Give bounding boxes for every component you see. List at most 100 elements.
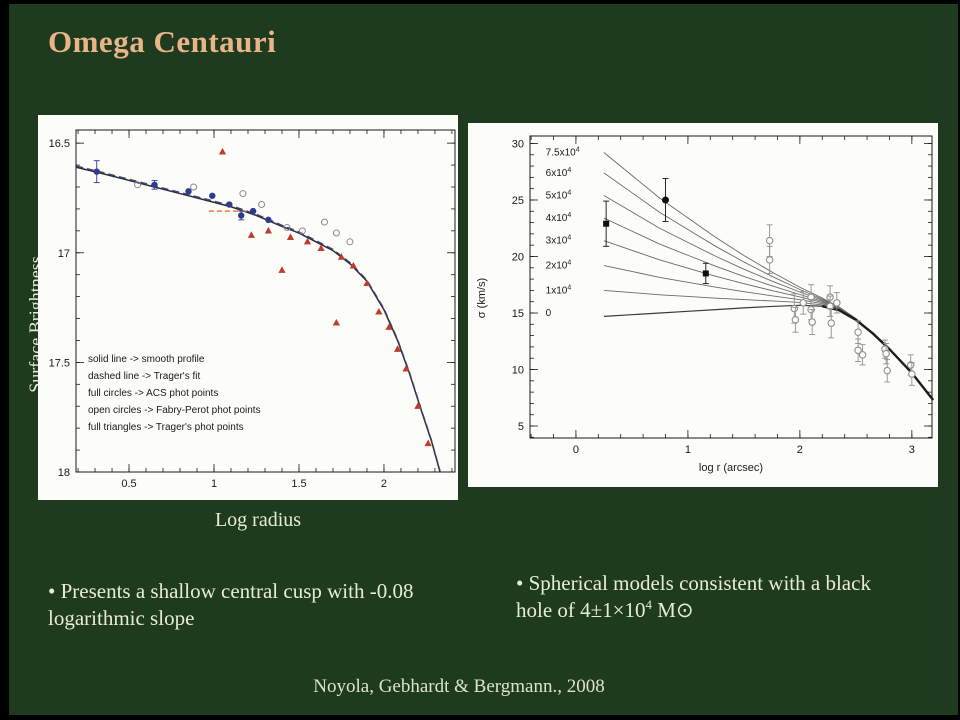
fabry-perot-point [346, 238, 354, 246]
y-tick-label: 5 [518, 421, 524, 433]
legend-line: full circles -> ACS phot points [88, 388, 218, 399]
open-data-point [765, 236, 774, 245]
slide: Omega Centauri Surface Brightness 0.5 1 1.… [9, 4, 958, 715]
model-curves: 7.5x104 6x104 5x104 4x104 3x104 2x104 1x104 0 [546, 147, 934, 401]
filled-circle-point [661, 196, 669, 204]
velocity-dispersion-chart: 0 1 2 3 5 10 15 20 25 30 7.5x104 6x104 5x104 4x104 3x1… [476, 135, 935, 474]
open-data-point [908, 370, 916, 378]
trager-point [218, 147, 227, 155]
acs-point [93, 168, 100, 175]
trager-point [278, 266, 286, 273]
y-tick-label: 30 [512, 138, 524, 150]
trager-point [349, 261, 357, 269]
trager-points [218, 147, 432, 447]
open-data-point [906, 361, 915, 369]
x-tick-label: 1.5 [291, 478, 306, 490]
trager-point [424, 439, 432, 447]
model-curve [603, 217, 934, 401]
bullet-black-hole-unit: M⊙ [652, 598, 694, 623]
trager-point [375, 307, 383, 315]
open-data-point [799, 299, 807, 307]
open-data-point [858, 351, 867, 359]
x-tick-label: 0 [573, 444, 579, 456]
trager-point [264, 226, 272, 234]
legend-line: open circles -> Fabry-Perot phot points [88, 405, 261, 416]
y-tick-label: 16.5 [49, 138, 70, 150]
axes-frame [529, 135, 933, 439]
y-tick-label: 15 [512, 308, 524, 320]
x-tick-label: 1 [211, 478, 217, 490]
trager-point [317, 244, 325, 251]
trager-point [337, 253, 346, 260]
open-data-point [883, 366, 891, 375]
bullet-central-cusp: • Presents a shallow central cusp with -… [48, 579, 414, 631]
open-data-points [765, 224, 916, 386]
model-curve-label: 0 [546, 308, 552, 319]
model-curve-label: 3x104 [546, 235, 572, 247]
y-tick-label: 10 [512, 365, 524, 377]
model-curve [603, 240, 934, 401]
open-data-point [833, 299, 841, 307]
open-data-point [826, 302, 834, 310]
axes-frame [75, 129, 456, 473]
model-curve-label: 7.5x104 [546, 147, 580, 159]
x-tick-label: 2 [797, 444, 803, 456]
fabry-perot-point [190, 183, 198, 191]
trager-point [393, 345, 402, 352]
tragers-fit-dashed-line [76, 165, 441, 471]
filled-data-points [603, 178, 709, 285]
x-tick-label: 2 [381, 478, 387, 490]
x-tick-label: 0.5 [121, 478, 136, 490]
trager-point [286, 233, 295, 241]
acs-point [209, 192, 216, 199]
x-tick-label: 3 [909, 444, 915, 456]
open-data-point [808, 318, 816, 326]
axes: 0.5 1 1.5 2 16.5 17 17.5 18 [49, 129, 456, 490]
model-curve-label: 5x104 [546, 189, 572, 201]
bullet-black-hole: • Spherical models consistent with a bla… [516, 570, 908, 625]
citation: Noyola, Gebhardt & Bergmann., 2008 [313, 676, 605, 697]
trager-point [363, 279, 371, 287]
open-data-point [854, 346, 862, 355]
open-data-point [854, 328, 862, 336]
model-curve [603, 172, 934, 401]
acs-point [226, 201, 233, 208]
surface-brightness-figure: 0.5 1 1.5 2 16.5 17 17.5 18 solid line -> smooth… [38, 115, 458, 500]
legend-line: full triangles -> Trager's phot points [88, 422, 244, 433]
surface-brightness-chart: 0.5 1 1.5 2 16.5 17 17.5 18 solid line -> smooth… [49, 129, 456, 490]
axes: 0 1 2 3 5 10 15 20 25 30 [512, 135, 933, 456]
y-tick-label: 18 [58, 467, 70, 479]
acs-point [237, 212, 245, 219]
trager-point [385, 323, 393, 330]
model-curve-label: 4x104 [546, 212, 572, 224]
legend-line: solid line -> smooth profile [88, 354, 205, 365]
model-curve [603, 265, 934, 401]
fabry-perot-point [283, 224, 291, 232]
merged-curve [821, 305, 935, 401]
open-data-point [790, 304, 799, 313]
trager-point [303, 237, 312, 245]
fabry-perot-point [134, 181, 142, 189]
legend-line: dashed line -> Trager's fit [88, 371, 200, 382]
fabry-perot-point [258, 201, 266, 209]
fabry-perot-points [134, 181, 354, 246]
y-tick-label: 17 [58, 248, 70, 260]
y-tick-label: 20 [512, 251, 524, 263]
x-axis-label: log r (arcsec) [699, 462, 763, 474]
open-data-point [882, 349, 890, 358]
acs-points [93, 160, 272, 224]
model-curve-label: 6x104 [546, 167, 572, 179]
y-tick-label: 25 [512, 195, 524, 207]
slide-title: Omega Centauri [48, 24, 277, 59]
filled-square-point [702, 270, 709, 277]
acs-point [151, 181, 158, 189]
trager-point [332, 318, 340, 326]
bullet-black-hole-exponent: 4 [645, 597, 653, 613]
open-data-point [765, 256, 774, 264]
bullet-black-hole-text: • Spherical models consistent with a bla… [516, 571, 871, 623]
filled-square-point [603, 220, 610, 227]
trager-point [402, 364, 410, 372]
model-curve-label: 1x104 [546, 284, 572, 296]
x-tick-label: 1 [685, 444, 691, 456]
trager-point [414, 402, 422, 409]
